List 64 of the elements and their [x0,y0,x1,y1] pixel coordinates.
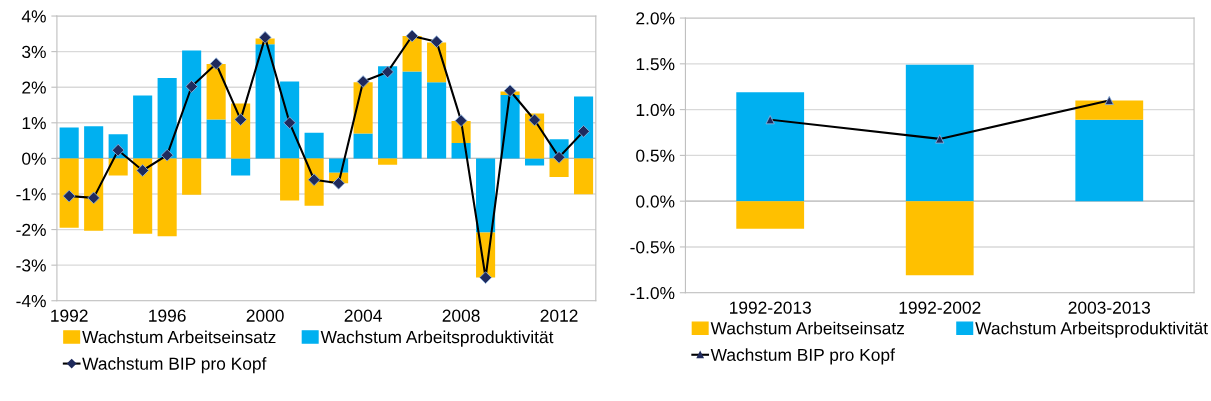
bar [549,158,569,177]
bar [157,158,177,237]
bar [427,82,447,159]
bar [1075,100,1144,120]
bar [353,133,373,159]
bar [574,158,594,195]
legend-label: Wachstum BIP pro Kopf [710,348,895,365]
y-tick-label: -2% [16,223,46,236]
y-tick-label: 0% [22,152,46,165]
bar [206,64,226,120]
y-tick-label: 1.0% [636,103,675,117]
legend-label: Wachstum BIP pro Kopf [82,357,267,374]
y-tick-label: 0.0% [636,195,675,208]
bar [108,158,128,176]
y-tick-label: 0.5% [636,149,675,162]
bar [133,158,153,234]
y-tick-label: 4% [21,10,46,23]
bar [574,96,594,159]
x-tick-label: 1992-2002 [899,301,981,314]
bar [157,77,177,159]
bar [905,64,974,202]
bar [378,66,398,159]
bar [736,92,805,202]
bar [304,132,324,159]
y-tick-label: -4% [16,294,46,308]
bar [255,44,275,159]
bar [525,158,545,166]
x-tick-label: 2003-2013 [1068,301,1151,314]
bar [182,158,202,195]
y-tick-label: -1% [16,188,46,201]
x-tick-label: 1992-2013 [730,301,811,314]
x-tick-label: 2004 [344,309,382,322]
y-tick-label: 2% [22,81,46,94]
x-tick-label: 1992 [51,309,88,322]
x-tick-label: 1996 [149,309,186,322]
y-tick-label: -3% [16,259,46,272]
bar [59,127,79,159]
legend-label: Wachstum Arbeitsproduktivität [320,330,554,347]
y-tick-label: 3% [22,45,46,59]
bar [84,158,104,231]
legend-label: Wachstum Arbeitsproduktivität [975,321,1208,338]
y-tick-label: -1.0% [630,286,675,300]
bar [280,158,300,201]
legend-label: Wachstum Arbeitseinsatz [82,330,276,344]
bar [736,201,805,229]
y-tick-label: -0.5% [630,241,675,254]
y-tick-label: 1.5% [636,58,675,71]
bar [378,158,398,165]
bar [84,126,104,159]
x-tick-label: 2008 [442,309,480,322]
y-tick-label: 2.0% [636,12,675,25]
legend-label: Wachstum Arbeitseinsatz [710,321,904,335]
x-tick-label: 2000 [246,309,284,322]
bar [231,158,251,176]
bar [133,95,153,159]
bar [182,50,202,159]
bar [1075,119,1144,202]
y-tick-label: 1% [22,117,46,130]
bar [476,158,496,233]
x-tick-label: 2012 [540,309,578,322]
bar [206,119,226,159]
bar [402,71,422,159]
bar [59,158,79,228]
bar [905,201,974,276]
